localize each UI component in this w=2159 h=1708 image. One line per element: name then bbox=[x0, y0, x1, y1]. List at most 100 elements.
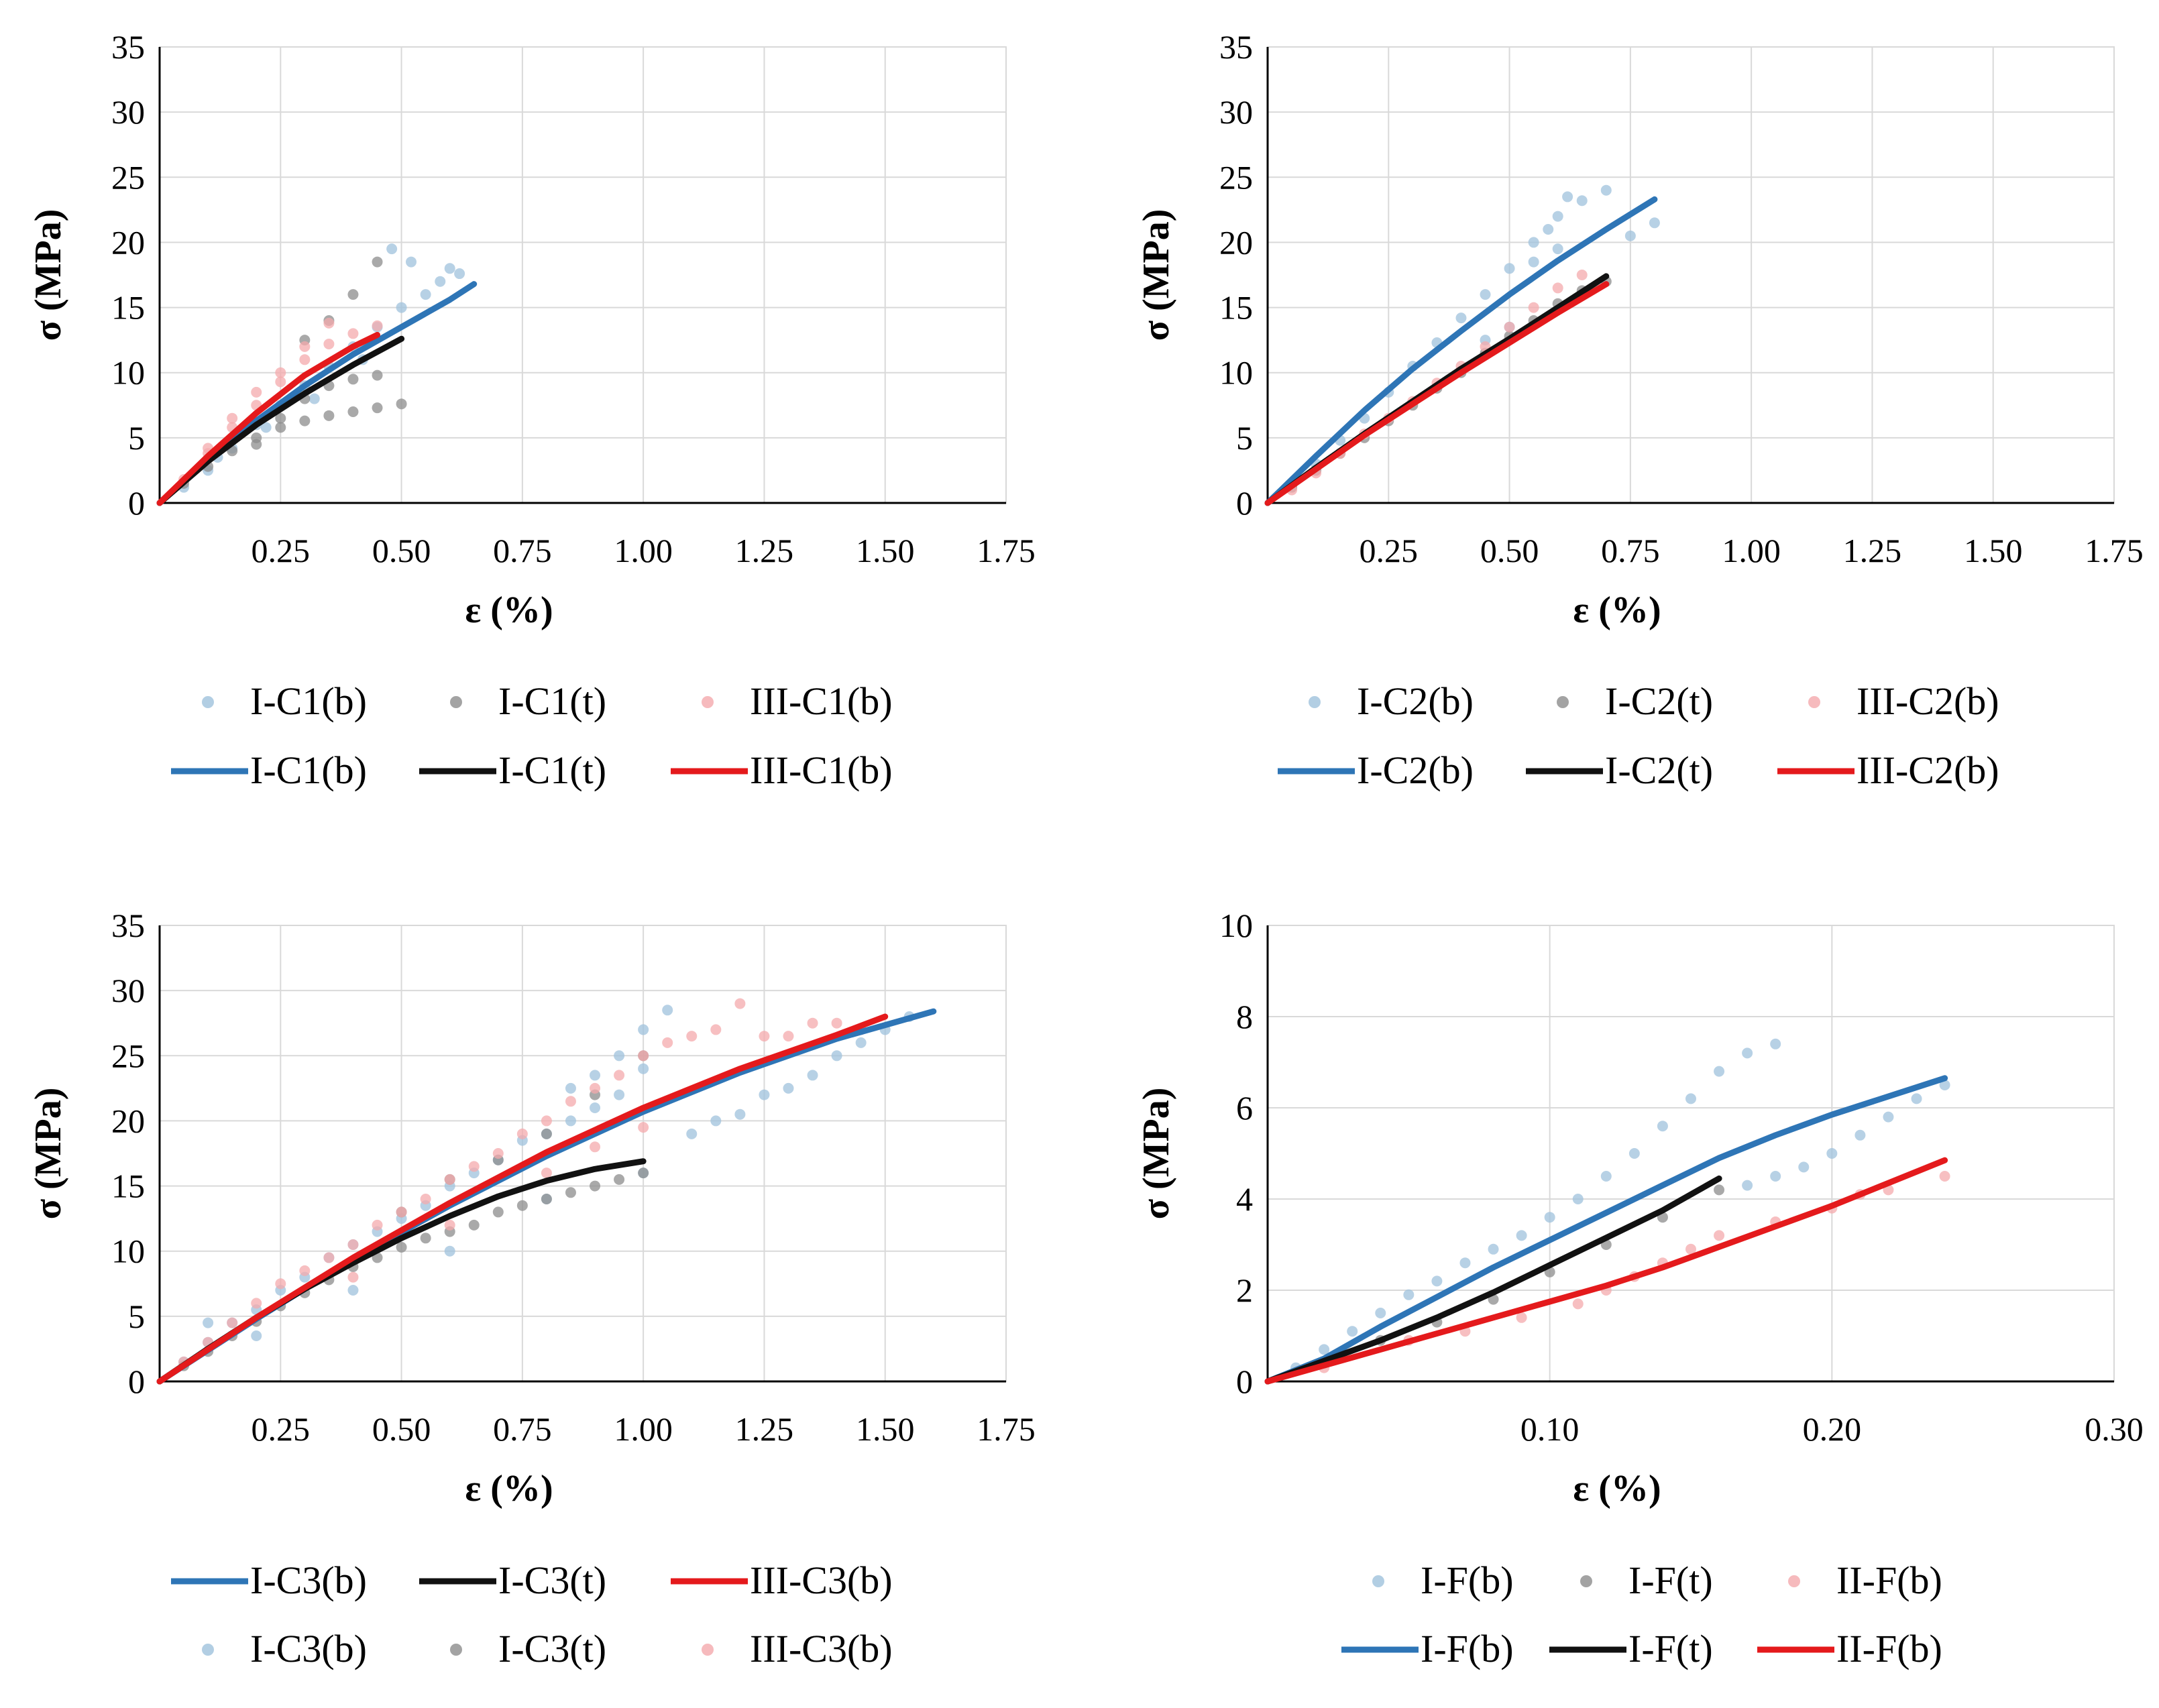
x-tick-label: 1.50 bbox=[856, 532, 915, 569]
data-point-III-C2(b) bbox=[1504, 321, 1515, 333]
data-point-III-C1(b) bbox=[275, 367, 286, 378]
data-point-I-C3(b) bbox=[565, 1082, 576, 1094]
data-point-I-C3(b) bbox=[614, 1050, 625, 1062]
data-point-I-C2(b) bbox=[1528, 237, 1539, 248]
data-point-III-C3(b) bbox=[759, 1031, 770, 1042]
data-point-III-C3(b) bbox=[516, 1128, 528, 1139]
data-point-III-C3(b) bbox=[275, 1278, 286, 1290]
data-point-I-C3(b) bbox=[347, 1285, 359, 1296]
data-point-I-C3(t) bbox=[396, 1241, 407, 1253]
data-point-II-F(b) bbox=[1572, 1298, 1584, 1310]
data-point-I-C3(b) bbox=[444, 1245, 455, 1257]
x-tick-label: 1.75 bbox=[977, 532, 1036, 569]
data-point-I-C3(b) bbox=[807, 1070, 818, 1081]
data-point-I-F(b) bbox=[1600, 1171, 1612, 1182]
x-axis-label: ε (%) bbox=[1573, 1468, 1661, 1510]
fit-line-I-C1(t) bbox=[156, 335, 405, 506]
x-tick-label: 1.50 bbox=[1964, 532, 2023, 569]
data-point-I-C2(b) bbox=[1455, 312, 1467, 324]
legend-label: I-F(t) bbox=[1628, 1558, 1713, 1602]
data-point-I-C3(b) bbox=[590, 1102, 601, 1113]
y-tick-label: 30 bbox=[111, 93, 145, 131]
data-point-I-F(b) bbox=[1939, 1080, 1950, 1090]
data-point-I-C1(t) bbox=[251, 439, 262, 450]
x-tick-label: 0.50 bbox=[1480, 532, 1539, 569]
fit-line-I-C2(b) bbox=[1264, 196, 1658, 506]
legend-label: I-C2(t) bbox=[1605, 679, 1713, 723]
legend-marker-point bbox=[202, 696, 214, 708]
data-point-III-C3(b) bbox=[710, 1024, 722, 1035]
data-point-I-C3(t) bbox=[516, 1200, 528, 1211]
y-tick-label: 8 bbox=[1236, 998, 1253, 1035]
data-point-I-C3(b) bbox=[710, 1115, 722, 1127]
data-point-III-C2(b) bbox=[1552, 282, 1563, 294]
data-point-III-C1(b) bbox=[372, 320, 383, 331]
data-point-II-F(b) bbox=[1714, 1230, 1725, 1241]
fit-line-III-C3(b) bbox=[156, 1013, 889, 1385]
data-point-I-F(b) bbox=[1770, 1038, 1781, 1049]
legend-label: III-C3(b) bbox=[750, 1558, 893, 1602]
data-point-III-C3(b) bbox=[686, 1031, 698, 1042]
data-point-I-F(b) bbox=[1403, 1289, 1415, 1300]
y-tick-label: 5 bbox=[1236, 419, 1253, 457]
data-point-III-C2(b) bbox=[1528, 302, 1539, 313]
y-tick-label: 25 bbox=[111, 1037, 145, 1074]
data-point-III-C3(b) bbox=[323, 1252, 335, 1263]
legend: I-F(b) I-F(t) II-F(b) I-F(b) I-F(t) II-F(b) bbox=[1341, 1558, 1942, 1670]
data-point-III-C3(b) bbox=[807, 1017, 818, 1029]
data-point-I-C2(b) bbox=[1600, 184, 1612, 196]
data-point-I-C2(b) bbox=[1480, 289, 1491, 300]
y-tick-label: 0 bbox=[128, 484, 145, 522]
data-point-I-C3(t) bbox=[638, 1168, 649, 1179]
y-tick-label: 5 bbox=[128, 419, 145, 457]
x-tick-label: 0.75 bbox=[1601, 532, 1660, 569]
legend-marker-point bbox=[450, 696, 462, 708]
data-point-III-C1(b) bbox=[299, 341, 311, 352]
data-point-I-C1(t) bbox=[323, 410, 335, 421]
y-tick-label: 4 bbox=[1236, 1180, 1253, 1218]
data-point-I-C3(b) bbox=[638, 1063, 649, 1074]
data-point-I-C3(b) bbox=[734, 1108, 746, 1120]
y-tick-label: 10 bbox=[1219, 907, 1253, 944]
x-tick-label: 0.75 bbox=[493, 532, 552, 569]
data-point-III-C1(b) bbox=[299, 354, 311, 365]
data-point-III-C3(b) bbox=[299, 1265, 311, 1276]
legend-label: I-C2(t) bbox=[1605, 748, 1713, 792]
data-point-III-C1(b) bbox=[323, 317, 335, 329]
legend-label: III-C1(b) bbox=[750, 679, 893, 723]
data-point-III-C3(b) bbox=[347, 1239, 359, 1250]
legend: I-C2(b) I-C2(t) III-C2(b) I-C2(b) I-C2(t) III… bbox=[1278, 679, 1999, 792]
data-point-I-C3(b) bbox=[662, 1005, 673, 1016]
data-point-III-C3(b) bbox=[590, 1141, 601, 1153]
y-axis-label: σ (MPa) bbox=[27, 209, 69, 341]
x-tick-label: 1.00 bbox=[614, 1410, 673, 1448]
data-point-I-C1(t) bbox=[299, 415, 311, 426]
legend-label: I-C1(t) bbox=[498, 748, 606, 792]
x-tick-label: 0.20 bbox=[1803, 1410, 1862, 1448]
data-point-I-C1(b) bbox=[420, 289, 431, 300]
y-tick-label: 10 bbox=[111, 1233, 145, 1270]
x-tick-label: 1.25 bbox=[735, 1410, 794, 1448]
data-point-I-C2(b) bbox=[1562, 191, 1573, 203]
data-point-I-C3(b) bbox=[203, 1317, 214, 1328]
data-point-I-C2(b) bbox=[1624, 230, 1636, 241]
data-point-I-F(t) bbox=[1714, 1184, 1725, 1196]
legend-label: I-C2(b) bbox=[1357, 679, 1474, 723]
y-tick-label: 25 bbox=[1219, 158, 1253, 196]
x-tick-label: 0.30 bbox=[2085, 1410, 2144, 1448]
y-tick-label: 0 bbox=[128, 1363, 145, 1400]
data-point-I-C3(b) bbox=[855, 1037, 867, 1048]
data-point-I-F(b) bbox=[1854, 1129, 1866, 1141]
data-point-III-C3(b) bbox=[420, 1194, 431, 1204]
y-tick-label: 10 bbox=[111, 354, 145, 392]
data-point-I-C3(t) bbox=[541, 1194, 552, 1204]
legend-marker-point bbox=[1580, 1575, 1592, 1587]
x-tick-label: 0.25 bbox=[1360, 532, 1419, 569]
data-point-I-F(b) bbox=[1770, 1171, 1781, 1182]
y-tick-label: 30 bbox=[111, 972, 145, 1009]
legend-label: II-F(b) bbox=[1836, 1627, 1942, 1670]
data-point-I-C1(b) bbox=[435, 276, 446, 287]
data-point-I-C3(b) bbox=[590, 1070, 601, 1081]
legend-marker-point bbox=[1557, 696, 1569, 708]
data-point-III-C3(b) bbox=[638, 1050, 649, 1062]
